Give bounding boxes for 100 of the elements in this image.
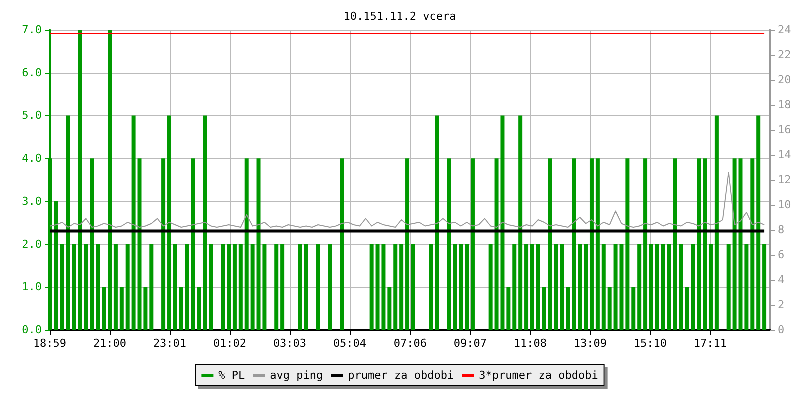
- y-tick-label: 0.0: [22, 324, 42, 336]
- bar: [459, 244, 464, 330]
- bar: [114, 244, 118, 330]
- bar: [661, 244, 666, 330]
- bar: [530, 244, 534, 330]
- bar: [232, 244, 237, 330]
- y2-tick-label: 2: [778, 298, 785, 312]
- bar: [173, 244, 178, 330]
- bar: [370, 244, 374, 330]
- bar: [162, 158, 166, 330]
- y2-tick-label: 24: [778, 24, 792, 36]
- y2-tick-label: 10: [778, 198, 792, 212]
- x-tick-label: 17:11: [694, 337, 728, 350]
- bar: [590, 158, 594, 330]
- y2-tick-label: 6: [778, 248, 785, 262]
- y2-tick-label: 20: [778, 74, 792, 86]
- line-series: [50, 172, 766, 228]
- bar: [714, 116, 719, 330]
- bar: [90, 158, 94, 330]
- bar: [572, 158, 576, 330]
- y2-tick-label: 4: [778, 274, 785, 286]
- bar: [536, 244, 540, 330]
- bar: [626, 158, 630, 330]
- y-tick-label: 5.0: [22, 109, 42, 122]
- y-tick-label: 6.0: [22, 66, 42, 80]
- bar: [453, 244, 458, 330]
- bar: [697, 158, 702, 330]
- bar: [726, 244, 731, 330]
- x-tick-label: 23:01: [153, 337, 187, 350]
- y2-tick-label: 8: [778, 224, 785, 236]
- x-tick-label: 13:09: [574, 337, 608, 350]
- bar: [435, 116, 440, 330]
- bar: [512, 244, 517, 330]
- bar: [388, 287, 392, 330]
- bar: [750, 158, 755, 330]
- x-tick-label: 21:00: [93, 337, 127, 350]
- chart-title: 10.151.11.2 vcera: [344, 10, 456, 23]
- bar: [84, 244, 88, 330]
- y2-tick-label: 22: [778, 48, 792, 62]
- bar: [150, 244, 154, 330]
- bar: [596, 158, 600, 330]
- bar: [667, 244, 672, 330]
- bar: [685, 287, 690, 330]
- bar: [602, 244, 606, 330]
- bar: [638, 244, 642, 330]
- legend-label: % PL: [218, 369, 246, 382]
- bar: [566, 287, 570, 330]
- bar: [524, 244, 529, 330]
- x-tick-label: 07:06: [394, 337, 428, 350]
- y2-tick-label: 14: [778, 148, 792, 162]
- bar: [578, 244, 582, 330]
- y-tick-label: 3.0: [22, 194, 42, 208]
- bar: [542, 287, 546, 330]
- y-tick-label: 7.0: [22, 24, 42, 36]
- bar: [209, 244, 214, 330]
- bar: [465, 244, 470, 330]
- bar: [274, 244, 279, 330]
- bar: [120, 287, 124, 330]
- bar: [298, 244, 302, 330]
- bar: [250, 244, 255, 330]
- x-tick-label: 05:04: [333, 337, 367, 350]
- bar: [316, 244, 320, 330]
- bar: [227, 244, 232, 330]
- bar: [179, 287, 184, 330]
- y-tick-label: 1.0: [22, 280, 42, 294]
- x-tick-label: 09:07: [454, 337, 488, 350]
- bar: [244, 158, 249, 330]
- legend-label: avg ping: [270, 369, 324, 382]
- bar: [708, 244, 713, 330]
- bar: [691, 244, 696, 330]
- bar: [60, 244, 64, 330]
- y-tick-label: 2.0: [22, 238, 42, 251]
- x-tick-label: 15:10: [634, 337, 668, 350]
- bar: [102, 287, 106, 330]
- bar: [411, 244, 416, 330]
- legend-label: 3*prumer za obdobi: [479, 369, 598, 382]
- y2-tick-label: 18: [778, 98, 792, 112]
- bar: [703, 158, 708, 330]
- bar: [518, 116, 523, 330]
- bar: [221, 244, 226, 330]
- bar: [340, 158, 344, 330]
- bar: [470, 158, 475, 330]
- bar: [429, 244, 434, 330]
- bar: [132, 116, 136, 330]
- bar: [191, 158, 196, 330]
- y-tick-label: 4.0: [22, 152, 42, 166]
- bar: [584, 244, 588, 330]
- bar: [66, 116, 70, 330]
- bar: [400, 244, 404, 330]
- bar: [762, 244, 767, 330]
- bar: [506, 287, 511, 330]
- bar: [406, 158, 410, 330]
- bar: [304, 244, 308, 330]
- legend-label: prumer za obdobi: [348, 369, 454, 382]
- bar: [185, 244, 190, 330]
- bar: [548, 158, 552, 330]
- bar: [96, 244, 100, 330]
- bar: [488, 244, 493, 330]
- bar: [328, 244, 332, 330]
- bar: [238, 244, 243, 330]
